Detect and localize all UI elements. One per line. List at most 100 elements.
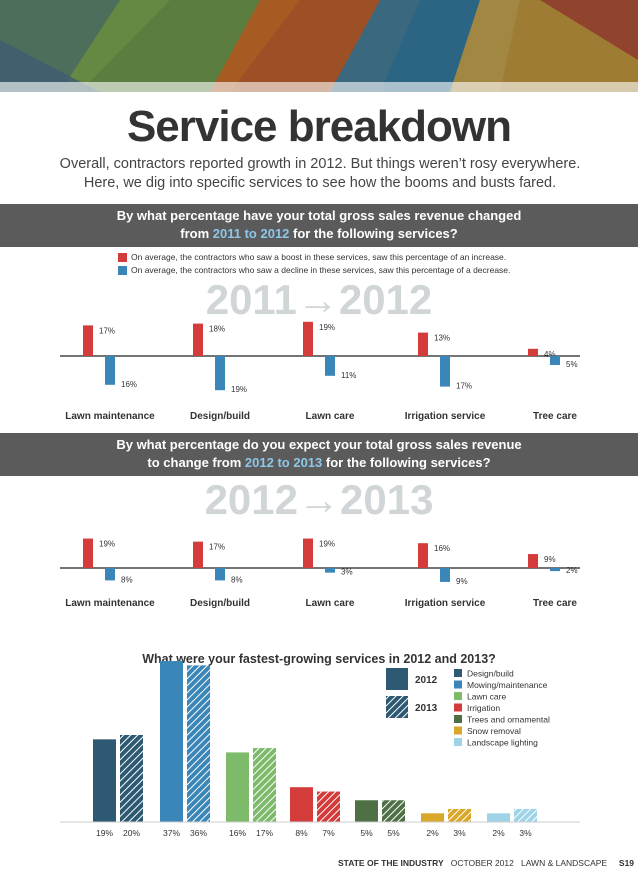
category-label: Design/build — [190, 411, 250, 422]
increase-value-label: 4% — [544, 350, 556, 359]
decrease-swatch — [118, 266, 127, 276]
question-1-post: for the following services? — [289, 226, 458, 241]
decrease-value-label: 19% — [231, 385, 247, 394]
decrease-bar — [215, 568, 225, 581]
category-label: Tree care — [533, 411, 577, 422]
increase-bar — [418, 332, 428, 356]
chart-fastest-growing: 19% 20% 37% 36% 16% 17% 8% 7% 5% 5% 2% 3% 2% 3% 2012 20… — [60, 661, 580, 838]
decrease-bar — [105, 356, 115, 385]
decrease-bar — [550, 568, 560, 572]
decrease-value-label: 8% — [121, 575, 133, 584]
increase-bar — [303, 538, 313, 568]
category-legend-swatch — [454, 715, 462, 723]
bar-2012 — [487, 813, 510, 822]
increase-value-label: 13% — [434, 334, 450, 343]
category-label: Design/build — [190, 598, 250, 609]
increase-value-label: 19% — [319, 323, 335, 332]
increase-value-label: 19% — [99, 540, 115, 549]
legend-2013-hatch — [386, 696, 408, 718]
category-legend-label: Trees and ornamental — [467, 715, 550, 725]
increase-bar — [193, 541, 203, 568]
value-label-2012: 5% — [360, 828, 373, 838]
category-label: Lawn maintenance — [65, 411, 155, 422]
decrease-value-label: 3% — [341, 568, 353, 577]
bar-2013-hatch — [187, 665, 210, 822]
increase-bar — [83, 325, 93, 356]
increase-value-label: 16% — [434, 544, 450, 553]
value-label-2012: 16% — [229, 828, 246, 838]
value-label-2013: 36% — [190, 828, 207, 838]
decrease-bar — [325, 356, 335, 376]
increase-value-label: 18% — [209, 325, 225, 334]
decrease-value-label: 16% — [121, 380, 137, 389]
value-label-2013: 3% — [519, 828, 532, 838]
page-title: Service breakdown — [126, 102, 512, 151]
footer-page-number: S19 — [618, 858, 635, 868]
footer-section: STATE OF THE INDUSTRY — [338, 858, 444, 868]
chart-2-title: 2012→2013 — [204, 476, 434, 523]
increase-value-label: 17% — [99, 326, 115, 335]
decrease-bar — [440, 356, 450, 387]
question-3-title: What were your fastest-growing services … — [142, 652, 496, 666]
decrease-value-label: 17% — [456, 382, 472, 391]
value-label-2012: 19% — [96, 828, 113, 838]
increase-value-label: 17% — [209, 543, 225, 552]
question-1-line-2: from 2011 to 2012 for the following serv… — [0, 225, 638, 243]
footer-issue: OCTOBER 2012 — [450, 858, 514, 868]
category-legend-label: Landscape lighting — [467, 738, 538, 748]
category-legend-label: Design/build — [467, 669, 514, 679]
bar-2012 — [160, 661, 183, 822]
decrease-value-label: 11% — [341, 371, 356, 380]
category-legend-swatch — [454, 738, 462, 746]
question-2-pre: to change from — [147, 455, 245, 470]
bar-2012 — [355, 800, 378, 822]
legend-increase-text: On average, the contractors who saw a bo… — [131, 252, 507, 262]
increase-bar — [303, 321, 313, 356]
decrease-bar — [440, 568, 450, 582]
increase-swatch — [118, 253, 127, 263]
subtitle-line-1: Overall, contractors reported growth in … — [59, 156, 581, 172]
footer: STATE OF THE INDUSTRY OCTOBER 2012 LAWN … — [338, 858, 634, 868]
category-legend-label: Mowing/maintenance — [467, 680, 548, 690]
value-label-2013: 3% — [453, 828, 466, 838]
chart-2011-2012: 17% 16% Lawn maintenance 18% 19% Design/build… — [60, 321, 580, 422]
category-legend-label: Snow removal — [467, 726, 521, 736]
decrease-value-label: 9% — [456, 577, 468, 586]
bar-2012 — [290, 787, 313, 822]
bar-2012 — [421, 813, 444, 822]
bar-2013-hatch — [514, 808, 537, 822]
legend-2012-swatch — [386, 668, 408, 690]
legend-2012-label: 2012 — [415, 675, 438, 686]
category-label: Tree care — [533, 598, 577, 609]
footer-magazine: LAWN & LANDSCAPE — [520, 858, 608, 868]
value-label-2012: 8% — [295, 828, 308, 838]
question-2-post: for the following services? — [322, 455, 491, 470]
legend-decrease-text: On average, the contractors who saw a de… — [131, 265, 511, 275]
value-label-2013: 7% — [322, 828, 335, 838]
value-label-2013: 5% — [387, 828, 400, 838]
page-subtitle: Overall, contractors reported growth in … — [40, 155, 600, 193]
category-legend-swatch — [454, 703, 462, 712]
value-label-2013: 20% — [123, 828, 140, 838]
question-2-years: 2012 to 2013 — [244, 455, 323, 470]
decrease-bar — [550, 356, 560, 365]
bar-2013-hatch — [448, 808, 471, 822]
value-label-2012: 2% — [426, 828, 439, 838]
value-label-2012: 37% — [163, 828, 180, 838]
bar-2013-hatch — [382, 800, 405, 822]
legend-2013-label: 2013 — [415, 703, 438, 714]
question-2-line-1: By what percentage do you expect your to… — [116, 437, 522, 452]
increase-bar — [418, 543, 428, 568]
value-label-2013: 17% — [256, 828, 273, 838]
category-label: Lawn care — [306, 411, 355, 422]
question-1-years: 2011 to 2012 — [212, 226, 290, 241]
decrease-bar — [325, 568, 335, 573]
header-graphic — [0, 0, 638, 92]
category-legend-swatch — [454, 669, 462, 677]
decrease-value-label: 8% — [231, 575, 243, 584]
category-label: Irrigation service — [405, 411, 486, 422]
increase-bar — [83, 538, 93, 568]
category-legend-swatch — [454, 692, 462, 700]
subtitle-line-2: Here, we dig into specific services to s… — [83, 175, 557, 191]
value-label-2012: 2% — [492, 828, 505, 838]
